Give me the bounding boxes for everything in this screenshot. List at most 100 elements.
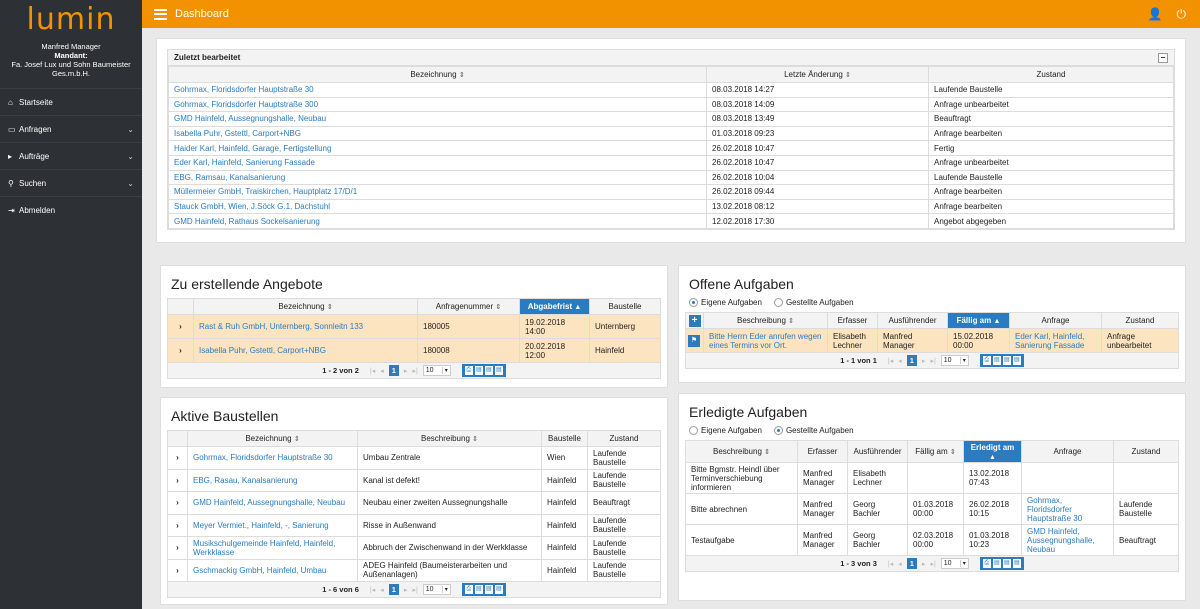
table-row[interactable]: Isabella Puhr, Gstettl, Carport+NBG 01.03… xyxy=(168,125,1174,142)
expand-arrow-icon[interactable]: › xyxy=(167,446,188,470)
hamburger-icon[interactable] xyxy=(154,8,167,20)
page-size-select[interactable]: 10 ▾ xyxy=(422,365,451,376)
nav-abmelden[interactable]: ⇥ Abmelden xyxy=(0,196,142,223)
table-row[interactable]: Bitte Bgmstr. Heindl über Terminverschie… xyxy=(685,462,1179,495)
last-page-icon[interactable]: ▸| xyxy=(930,357,936,365)
row-link[interactable]: Rast & Ruh GmbH, Unternberg, Sonnleitn 1… xyxy=(193,314,418,339)
table-row[interactable]: Müllermeier GmbH, Traiskirchen, Hauptpla… xyxy=(168,184,1174,200)
expand-arrow-icon[interactable]: › xyxy=(167,468,188,492)
export-buttons[interactable]: ⎙ ▤ ▤ ▤ xyxy=(979,557,1024,571)
flag-icon[interactable]: ⚑ xyxy=(688,334,700,347)
page-size-select[interactable]: 10 ▾ xyxy=(422,584,451,595)
row-action[interactable]: ⚑ xyxy=(685,328,704,354)
collapse-icon[interactable]: − xyxy=(1158,52,1168,63)
page-size-select[interactable]: 10 ▾ xyxy=(940,558,969,570)
expand-arrow-icon[interactable]: › xyxy=(167,491,188,515)
row-link[interactable]: Musikschulgemeinde Hainfeld, Hainfeld, W… xyxy=(187,536,358,560)
table-row[interactable]: Testaufgabe Manfred Manager Georg Bachler 0… xyxy=(685,524,1179,557)
row-link[interactable]: EBG, Ramsau, Kanalsanierung xyxy=(168,169,707,186)
table-row[interactable]: › Gohrmax, Floridsdorfer Hauptstraße 30 Um… xyxy=(167,446,661,470)
nav-auftraege[interactable]: ▸ Aufträge ⌄ xyxy=(0,142,142,169)
table-row[interactable]: Gohrmax, Floridsdorfer Hauptstraße 30 08.… xyxy=(168,82,1174,98)
radio-gestellte[interactable]: Gestellte Aufgaben xyxy=(773,426,854,436)
page-number[interactable]: 1 xyxy=(388,365,399,376)
last-page-icon[interactable]: ▸| xyxy=(930,560,936,568)
row-link[interactable]: Gohrmax, Floridsdorfer Hauptstraße 30 xyxy=(187,446,358,470)
nav-suchen[interactable]: ⚲ Suchen ⌄ xyxy=(0,169,142,196)
table-row[interactable]: › GMD Hainfeld, Aussegnungshalle, Neubau N… xyxy=(167,491,661,515)
col-header[interactable]: Beschreibung ⇕ xyxy=(703,312,828,330)
row-link[interactable]: Eder Karl, Hainfeld, Sanierung Fassade xyxy=(1009,328,1102,354)
export-buttons[interactable]: ⎙ ▤ ▤ ▤ xyxy=(461,583,506,596)
table-row[interactable]: › EBG, Rasau, Kanalsanierung Kanal ist def… xyxy=(167,468,661,492)
add-task-button[interactable]: + xyxy=(688,314,701,327)
table-row[interactable]: ⚑ Bitte Herrn Eder anrufen wegen eines Te… xyxy=(685,328,1179,354)
prev-page-icon[interactable]: ◂ xyxy=(898,357,902,365)
expand-arrow-icon[interactable]: › xyxy=(167,558,188,582)
row-link[interactable]: Eder Karl, Hainfeld, Sanierung Fassade xyxy=(168,154,707,171)
row-link[interactable]: Gschmackig GmbH, Hainfeld, Umbau xyxy=(187,558,358,582)
row-link[interactable]: EBG, Rasau, Kanalsanierung xyxy=(187,468,358,492)
row-link[interactable]: Isabella Puhr, Gstettl, Carport+NBG xyxy=(168,125,707,142)
row-link[interactable]: GMD Hainfeld, Aussegnungshalle, Neubau xyxy=(1021,524,1114,557)
table-row[interactable]: › Musikschulgemeinde Hainfeld, Hainfeld, … xyxy=(167,536,661,560)
col-header[interactable]: Fällig am ⇕ xyxy=(907,440,964,464)
row-link[interactable]: Stauck GmbH, Wien, J.Söck G.1, Dachstuhl xyxy=(168,198,707,215)
first-page-icon[interactable]: |◂ xyxy=(369,586,376,594)
page-number[interactable]: 1 xyxy=(906,355,917,367)
export-buttons[interactable]: ⎙ ▤ ▤ ▤ xyxy=(461,364,506,377)
export-buttons[interactable]: ⎙ ▤ ▤ ▤ xyxy=(979,354,1024,368)
table-row[interactable]: › Rast & Ruh GmbH, Unternberg, Sonnleitn … xyxy=(167,314,661,339)
row-link[interactable]: Isabella Puhr, Gstettl, Carport+NBG xyxy=(193,338,418,363)
table-row[interactable]: Gohrmax, Floridsdorfer Hauptstraße 300 08… xyxy=(168,96,1174,113)
col-header[interactable]: Bezeichnung ⇕ xyxy=(187,430,358,447)
row-link[interactable]: GMD Hainfeld, Aussegnungshalle, Neubau xyxy=(168,111,707,127)
expand-arrow-icon[interactable]: › xyxy=(167,513,188,537)
row-link[interactable]: Müllermeier GmbH, Traiskirchen, Hauptpla… xyxy=(168,184,707,200)
table-row[interactable]: Stauck GmbH, Wien, J.Söck G.1, Dachstuhl… xyxy=(168,198,1174,215)
last-page-icon[interactable]: ▸| xyxy=(412,586,418,594)
next-page-icon[interactable]: ▸ xyxy=(921,560,926,568)
col-header-sorted[interactable]: Erledigt am ▲ xyxy=(963,440,1022,464)
nav-startseite[interactable]: ⌂ Startseite xyxy=(0,88,142,115)
col-header[interactable]: Anfragenummer ⇕ xyxy=(417,298,520,315)
table-row[interactable]: EBG, Ramsau, Kanalsanierung 26.02.2018 10… xyxy=(168,169,1174,186)
first-page-icon[interactable]: |◂ xyxy=(369,367,376,375)
table-row[interactable]: GMD Hainfeld, Aussegnungshalle, Neubau 08… xyxy=(168,111,1174,127)
row-link[interactable]: Gohrmax, Floridsdorfer Hauptstraße 30 xyxy=(1021,493,1114,526)
page-number[interactable]: 1 xyxy=(906,558,917,570)
row-link[interactable]: Gohrmax, Floridsdorfer Hauptstraße 300 xyxy=(168,96,707,113)
table-row[interactable]: › Gschmackig GmbH, Hainfeld, Umbau ADEG Ha… xyxy=(167,558,661,582)
row-link[interactable]: GMD Hainfeld, Aussegnungshalle, Neubau xyxy=(187,491,358,515)
prev-page-icon[interactable]: ◂ xyxy=(380,586,384,594)
nav-anfragen[interactable]: ▭ Anfragen ⌄ xyxy=(0,115,142,142)
table-row[interactable]: Eder Karl, Hainfeld, Sanierung Fassade 26… xyxy=(168,154,1174,171)
col-header[interactable]: Beschreibung ⇕ xyxy=(685,440,798,464)
radio-gestellte[interactable]: Gestellte Aufgaben xyxy=(773,298,854,308)
col-header[interactable]: Bezeichnung ⇕ xyxy=(193,298,418,315)
first-page-icon[interactable]: |◂ xyxy=(887,560,894,568)
user-icon[interactable]: 👤 xyxy=(1147,6,1163,21)
col-header[interactable]: Letzte Änderung ⇕ xyxy=(706,66,929,83)
row-link[interactable] xyxy=(1021,462,1114,495)
next-page-icon[interactable]: ▸ xyxy=(403,367,408,375)
row-link[interactable]: Gohrmax, Floridsdorfer Hauptstraße 30 xyxy=(168,82,707,98)
expand-arrow-icon[interactable]: › xyxy=(167,314,194,339)
next-page-icon[interactable]: ▸ xyxy=(403,586,408,594)
col-header-sorted[interactable]: Fällig am ▲ xyxy=(947,312,1010,330)
row-link[interactable]: GMD Hainfeld, Rathaus Sockelsanierung xyxy=(168,213,707,229)
expand-arrow-icon[interactable]: › xyxy=(167,338,194,363)
expand-arrow-icon[interactable]: › xyxy=(167,536,188,560)
table-row[interactable]: › Isabella Puhr, Gstettl, Carport+NBG 1800… xyxy=(167,338,661,363)
last-page-icon[interactable]: ▸| xyxy=(412,367,418,375)
table-row[interactable]: Haider Karl, Hainfeld, Garage, Fertigste… xyxy=(168,140,1174,156)
table-row[interactable]: Bitte abrechnen Manfred Manager Georg Bach… xyxy=(685,493,1179,526)
row-link[interactable]: Haider Karl, Hainfeld, Garage, Fertigste… xyxy=(168,140,707,156)
radio-eigene[interactable]: Eigene Aufgaben xyxy=(689,298,762,308)
table-row[interactable]: › Meyer Vermiet., Hainfeld, -, Sanierung R… xyxy=(167,513,661,537)
power-icon[interactable]: ⏻ xyxy=(1176,6,1187,21)
page-number[interactable]: 1 xyxy=(388,584,399,595)
table-row[interactable]: GMD Hainfeld, Rathaus Sockelsanierung 12.… xyxy=(168,213,1174,229)
col-header[interactable]: Bezeichnung ⇕ xyxy=(168,66,707,83)
col-header[interactable]: Beschreibung ⇕ xyxy=(357,430,542,447)
